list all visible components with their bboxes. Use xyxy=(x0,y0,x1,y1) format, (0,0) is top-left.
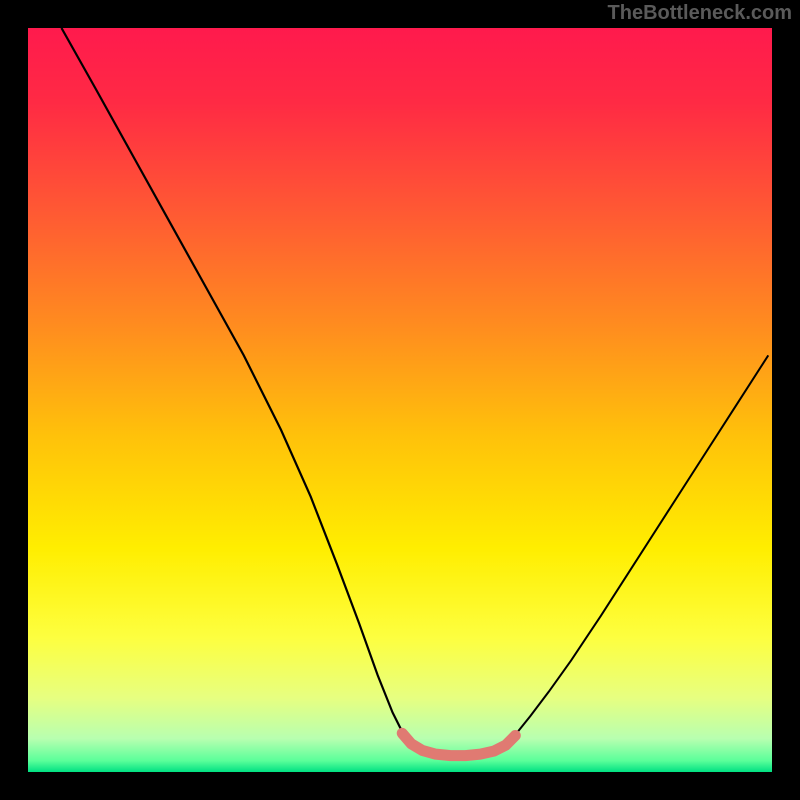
valley-marker xyxy=(402,733,515,755)
curve-left xyxy=(61,28,403,735)
plot-area xyxy=(28,28,772,772)
chart-container: { "watermark": { "text": "TheBottleneck.… xyxy=(0,0,800,800)
watermark-text: TheBottleneck.com xyxy=(608,2,792,25)
curve-layer xyxy=(28,28,772,772)
curve-right xyxy=(515,355,768,734)
